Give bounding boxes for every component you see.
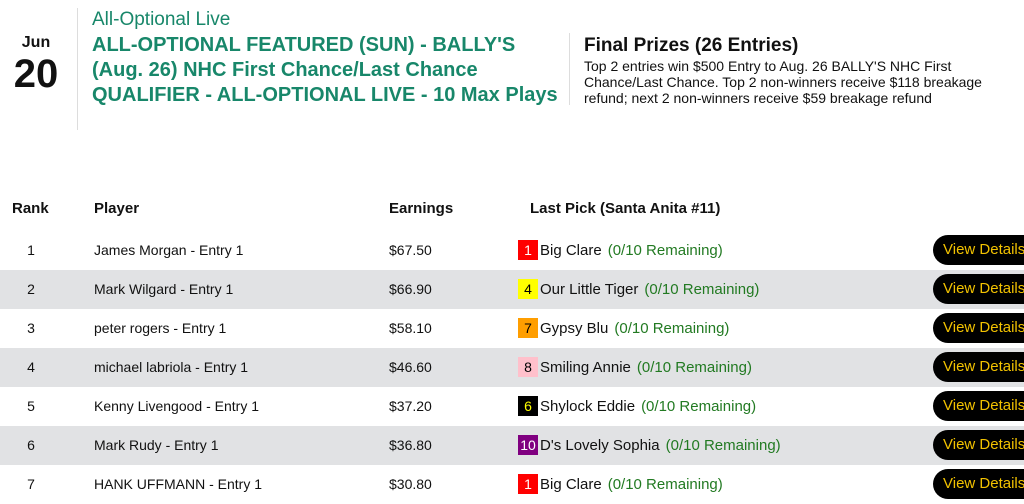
event-day: 20 <box>13 52 59 96</box>
table-row: 7 HANK UFFMANN - Entry 1 $30.80 1 Big Cla… <box>0 465 1024 504</box>
horse-name: Big Clare <box>540 241 602 259</box>
program-number-badge: 6 <box>518 396 538 416</box>
player-name: James Morgan - Entry 1 <box>94 242 244 258</box>
horse-name: Shylock Eddie <box>540 397 636 415</box>
last-pick: 8 Smiling Annie (0/10 Remaining) <box>518 357 752 377</box>
player-name: Mark Rudy - Entry 1 <box>94 437 219 453</box>
rank: 2 <box>27 281 35 297</box>
view-details-button[interactable]: View Details <box>933 235 1024 265</box>
table-row: 2 Mark Wilgard - Entry 1 $66.90 4 Our Lit… <box>0 270 1024 309</box>
earnings: $58.10 <box>389 320 432 336</box>
header-last-pick: Last Pick (Santa Anita #11) <box>530 200 721 217</box>
last-pick: 1 Big Clare (0/10 Remaining) <box>518 240 723 260</box>
header-player: Player <box>94 200 140 217</box>
last-pick: 10 D's Lovely Sophia (0/10 Remaining) <box>518 435 781 455</box>
horse-name: Big Clare <box>540 475 602 493</box>
player-name: Mark Wilgard - Entry 1 <box>94 281 234 297</box>
divider <box>569 33 570 105</box>
prizes-panel: Final Prizes (26 Entries) Top 2 entries … <box>584 35 1024 106</box>
program-number-badge: 8 <box>518 357 538 377</box>
earnings: $66.90 <box>389 281 432 297</box>
rank: 5 <box>27 398 35 414</box>
view-details-button[interactable]: View Details <box>933 391 1024 421</box>
horse-name: D's Lovely Sophia <box>540 436 660 454</box>
view-details-button[interactable]: View Details <box>933 352 1024 382</box>
program-number-badge: 1 <box>518 474 538 494</box>
earnings: $30.80 <box>389 476 432 492</box>
rank: 7 <box>27 476 35 492</box>
view-details-button[interactable]: View Details <box>933 313 1024 343</box>
program-number-badge: 4 <box>518 279 538 299</box>
last-pick: 6 Shylock Eddie (0/10 Remaining) <box>518 396 756 416</box>
horse-name: Smiling Annie <box>540 358 631 376</box>
event-category: All-Optional Live <box>92 9 231 30</box>
event-title: ALL-OPTIONAL FEATURED (SUN) - BALLY'S (A… <box>92 34 558 106</box>
last-pick: 1 Big Clare (0/10 Remaining) <box>518 474 723 494</box>
remaining-plays: (0/10 Remaining) <box>607 241 723 259</box>
table-row: 4 michael labriola - Entry 1 $46.60 8 Smi… <box>0 348 1024 387</box>
rank: 3 <box>27 320 35 336</box>
horse-name: Our Little Tiger <box>540 280 639 298</box>
horse-name: Gypsy Blu <box>540 319 609 337</box>
table-row: 1 James Morgan - Entry 1 $67.50 1 Big Cla… <box>0 231 1024 270</box>
earnings: $67.50 <box>389 242 432 258</box>
header-rank: Rank <box>12 200 49 217</box>
prizes-heading: Final Prizes (26 Entries) <box>584 35 799 56</box>
earnings: $36.80 <box>389 437 432 453</box>
view-details-button[interactable]: View Details <box>933 274 1024 304</box>
rank: 1 <box>27 242 35 258</box>
earnings: $37.20 <box>389 398 432 414</box>
event-date: Jun 20 <box>0 34 72 96</box>
table-row: 6 Mark Rudy - Entry 1 $36.80 10 D's Lovel… <box>0 426 1024 465</box>
player-name: HANK UFFMANN - Entry 1 <box>94 476 263 492</box>
remaining-plays: (0/10 Remaining) <box>644 280 760 298</box>
view-details-button[interactable]: View Details <box>933 430 1024 460</box>
prizes-description: Top 2 entries win $500 Entry to Aug. 26 … <box>584 58 982 106</box>
view-details-button[interactable]: View Details <box>933 469 1024 499</box>
player-name: Kenny Livengood - Entry 1 <box>94 398 259 414</box>
remaining-plays: (0/10 Remaining) <box>614 319 730 337</box>
rank: 4 <box>27 359 35 375</box>
program-number-badge: 1 <box>518 240 538 260</box>
program-number-badge: 7 <box>518 318 538 338</box>
rank: 6 <box>27 437 35 453</box>
player-name: peter rogers - Entry 1 <box>94 320 227 336</box>
table-row: 3 peter rogers - Entry 1 $58.10 7 Gypsy B… <box>0 309 1024 348</box>
remaining-plays: (0/10 Remaining) <box>636 358 752 376</box>
remaining-plays: (0/10 Remaining) <box>641 397 757 415</box>
header-earnings: Earnings <box>389 200 454 217</box>
table-row: 5 Kenny Livengood - Entry 1 $37.20 6 Shyl… <box>0 387 1024 426</box>
earnings: $46.60 <box>389 359 432 375</box>
player-name: michael labriola - Entry 1 <box>94 359 249 375</box>
event-month: Jun <box>21 34 51 51</box>
divider <box>77 8 78 130</box>
remaining-plays: (0/10 Remaining) <box>665 436 781 454</box>
remaining-plays: (0/10 Remaining) <box>607 475 723 493</box>
last-pick: 7 Gypsy Blu (0/10 Remaining) <box>518 318 729 338</box>
program-number-badge: 10 <box>518 435 538 455</box>
last-pick: 4 Our Little Tiger (0/10 Remaining) <box>518 279 759 299</box>
